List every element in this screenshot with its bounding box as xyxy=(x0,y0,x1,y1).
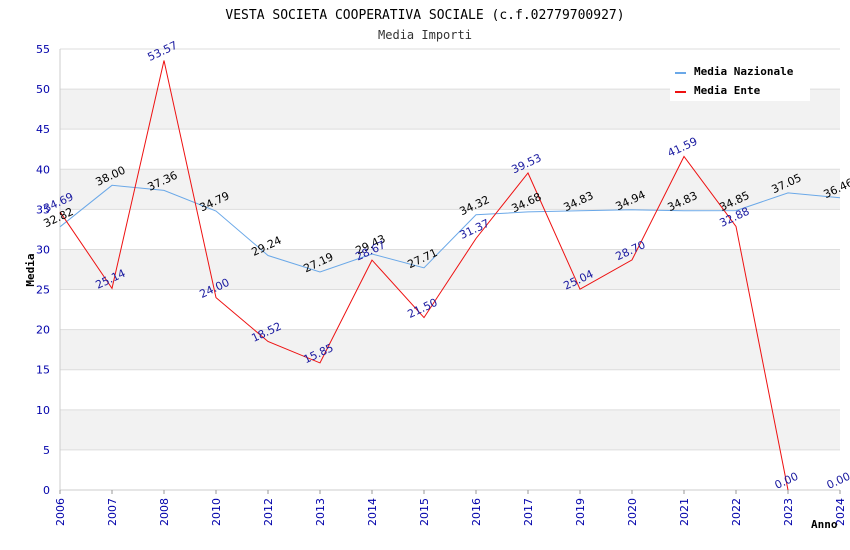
y-tick-label: 0 xyxy=(43,484,50,497)
plot-background xyxy=(60,49,840,490)
legend: Media Nazionale Media Ente xyxy=(670,60,810,101)
y-tick-label: 30 xyxy=(36,243,50,256)
x-tick-label: 2019 xyxy=(574,498,587,526)
x-tick-label: 2016 xyxy=(470,498,483,526)
y-tick-label: 25 xyxy=(36,284,50,297)
chart-subtitle: Media Importi xyxy=(378,28,472,42)
x-tick-label: 2013 xyxy=(314,498,327,526)
y-tick-label: 50 xyxy=(36,83,50,96)
x-axis-ticks: 2006 2007 2008 2010 2012 2013 2014 2015 2016 2017… xyxy=(54,490,847,526)
x-tick-label: 2015 xyxy=(418,498,431,526)
series-lines xyxy=(59,60,841,491)
x-tick-label: 2020 xyxy=(626,498,639,526)
x-tick-label: 2007 xyxy=(106,498,119,526)
y-tick-label: 20 xyxy=(36,324,50,337)
x-tick-label: 2006 xyxy=(54,498,67,526)
chart-title: VESTA SOCIETA COOPERATIVA SOCIALE (c.f.0… xyxy=(225,8,624,23)
x-tick-label: 2023 xyxy=(782,498,795,526)
grid-band xyxy=(60,329,840,370)
legend-label-ente: Media Ente xyxy=(694,84,761,97)
y-tick-label: 5 xyxy=(43,444,50,457)
y-tick-label: 35 xyxy=(36,203,50,216)
y-tick-label: 40 xyxy=(36,163,50,176)
grid-band xyxy=(60,409,840,450)
x-tick-label: 2024 xyxy=(834,498,847,526)
y-axis-label: Media xyxy=(24,253,37,286)
grid-band xyxy=(60,169,840,210)
x-tick-label: 2012 xyxy=(262,498,275,526)
y-axis-ticks: 0 5 10 15 20 25 30 35 40 45 50 55 xyxy=(36,43,50,497)
y-tick-label: 15 xyxy=(36,364,50,377)
x-tick-label: 2017 xyxy=(522,498,535,526)
x-tick-label: 2010 xyxy=(210,498,223,526)
x-tick-label: 2021 xyxy=(678,498,691,526)
y-tick-label: 10 xyxy=(36,404,50,417)
y-tick-label: 55 xyxy=(36,43,50,56)
axes xyxy=(59,49,840,491)
x-axis-label: Anno xyxy=(811,518,838,531)
grid-band xyxy=(60,249,840,290)
x-tick-label: 2014 xyxy=(366,498,379,526)
x-tick-label: 2008 xyxy=(158,498,171,526)
series-line-nazionale xyxy=(59,184,841,273)
grid xyxy=(60,48,840,491)
legend-label-nazionale: Media Nazionale xyxy=(694,65,794,78)
x-tick-label: 2022 xyxy=(730,498,743,526)
series-line-ente xyxy=(59,60,789,491)
legend-box xyxy=(670,60,810,101)
y-tick-label: 45 xyxy=(36,123,50,136)
